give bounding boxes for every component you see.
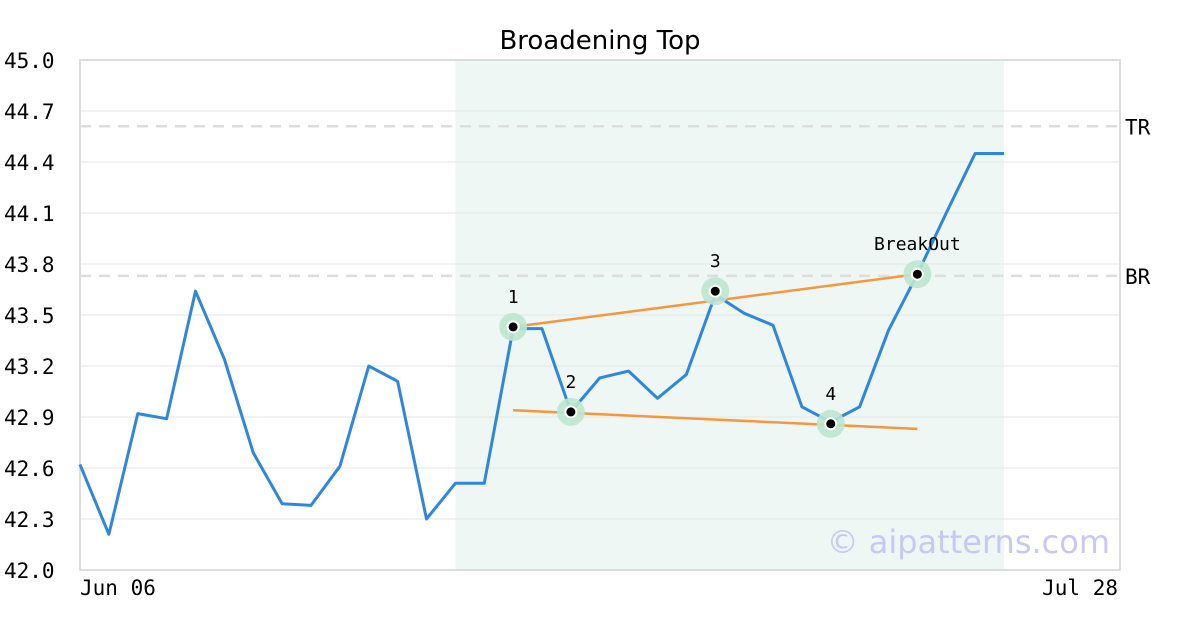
level-label-tr: TR	[1125, 115, 1151, 139]
y-tick-label: 43.5	[4, 304, 55, 328]
level-lines: TR BR	[80, 115, 1151, 289]
pivot-point	[506, 320, 520, 334]
x-axis: Jun 06 Jul 28	[80, 576, 1118, 600]
price-line	[78, 152, 1004, 536]
y-tick-label: 44.4	[4, 151, 55, 175]
x-tick-label: Jun 06	[80, 576, 156, 600]
chart-title: Broadening Top	[499, 26, 700, 56]
pivot-markers: 1 2 3 4 BreakOut	[499, 234, 961, 438]
pivot-point	[564, 405, 578, 419]
y-tick-label: 44.7	[4, 100, 55, 124]
pivot-point	[824, 417, 838, 431]
pivot-label: 3	[710, 251, 721, 272]
y-tick-label: 43.2	[4, 355, 55, 379]
level-label-br: BR	[1125, 265, 1151, 289]
pivot-label: BreakOut	[874, 234, 961, 255]
y-axis: 42.0 42.3 42.6 42.9 43.2 43.5 43.8 44.1 44.4 44.7…	[4, 49, 55, 583]
watermark: © aipatterns.com	[827, 523, 1110, 561]
pivot-label: 4	[825, 384, 836, 405]
y-tick-label: 42.6	[4, 457, 55, 481]
y-tick-label: 42.3	[4, 508, 55, 532]
pivot-label: 1	[508, 287, 519, 308]
y-tick-label: 42.0	[4, 559, 55, 583]
pivot-point	[910, 267, 924, 281]
y-tick-label: 45.0	[4, 49, 55, 73]
plot-frame	[79, 59, 1121, 571]
pivot-label: 2	[565, 372, 576, 393]
y-tick-label: 44.1	[4, 202, 55, 226]
y-tick-label: 43.8	[4, 253, 55, 277]
y-tick-label: 42.9	[4, 406, 55, 430]
pivot-point	[708, 284, 722, 298]
x-tick-label: Jul 28	[1042, 576, 1118, 600]
